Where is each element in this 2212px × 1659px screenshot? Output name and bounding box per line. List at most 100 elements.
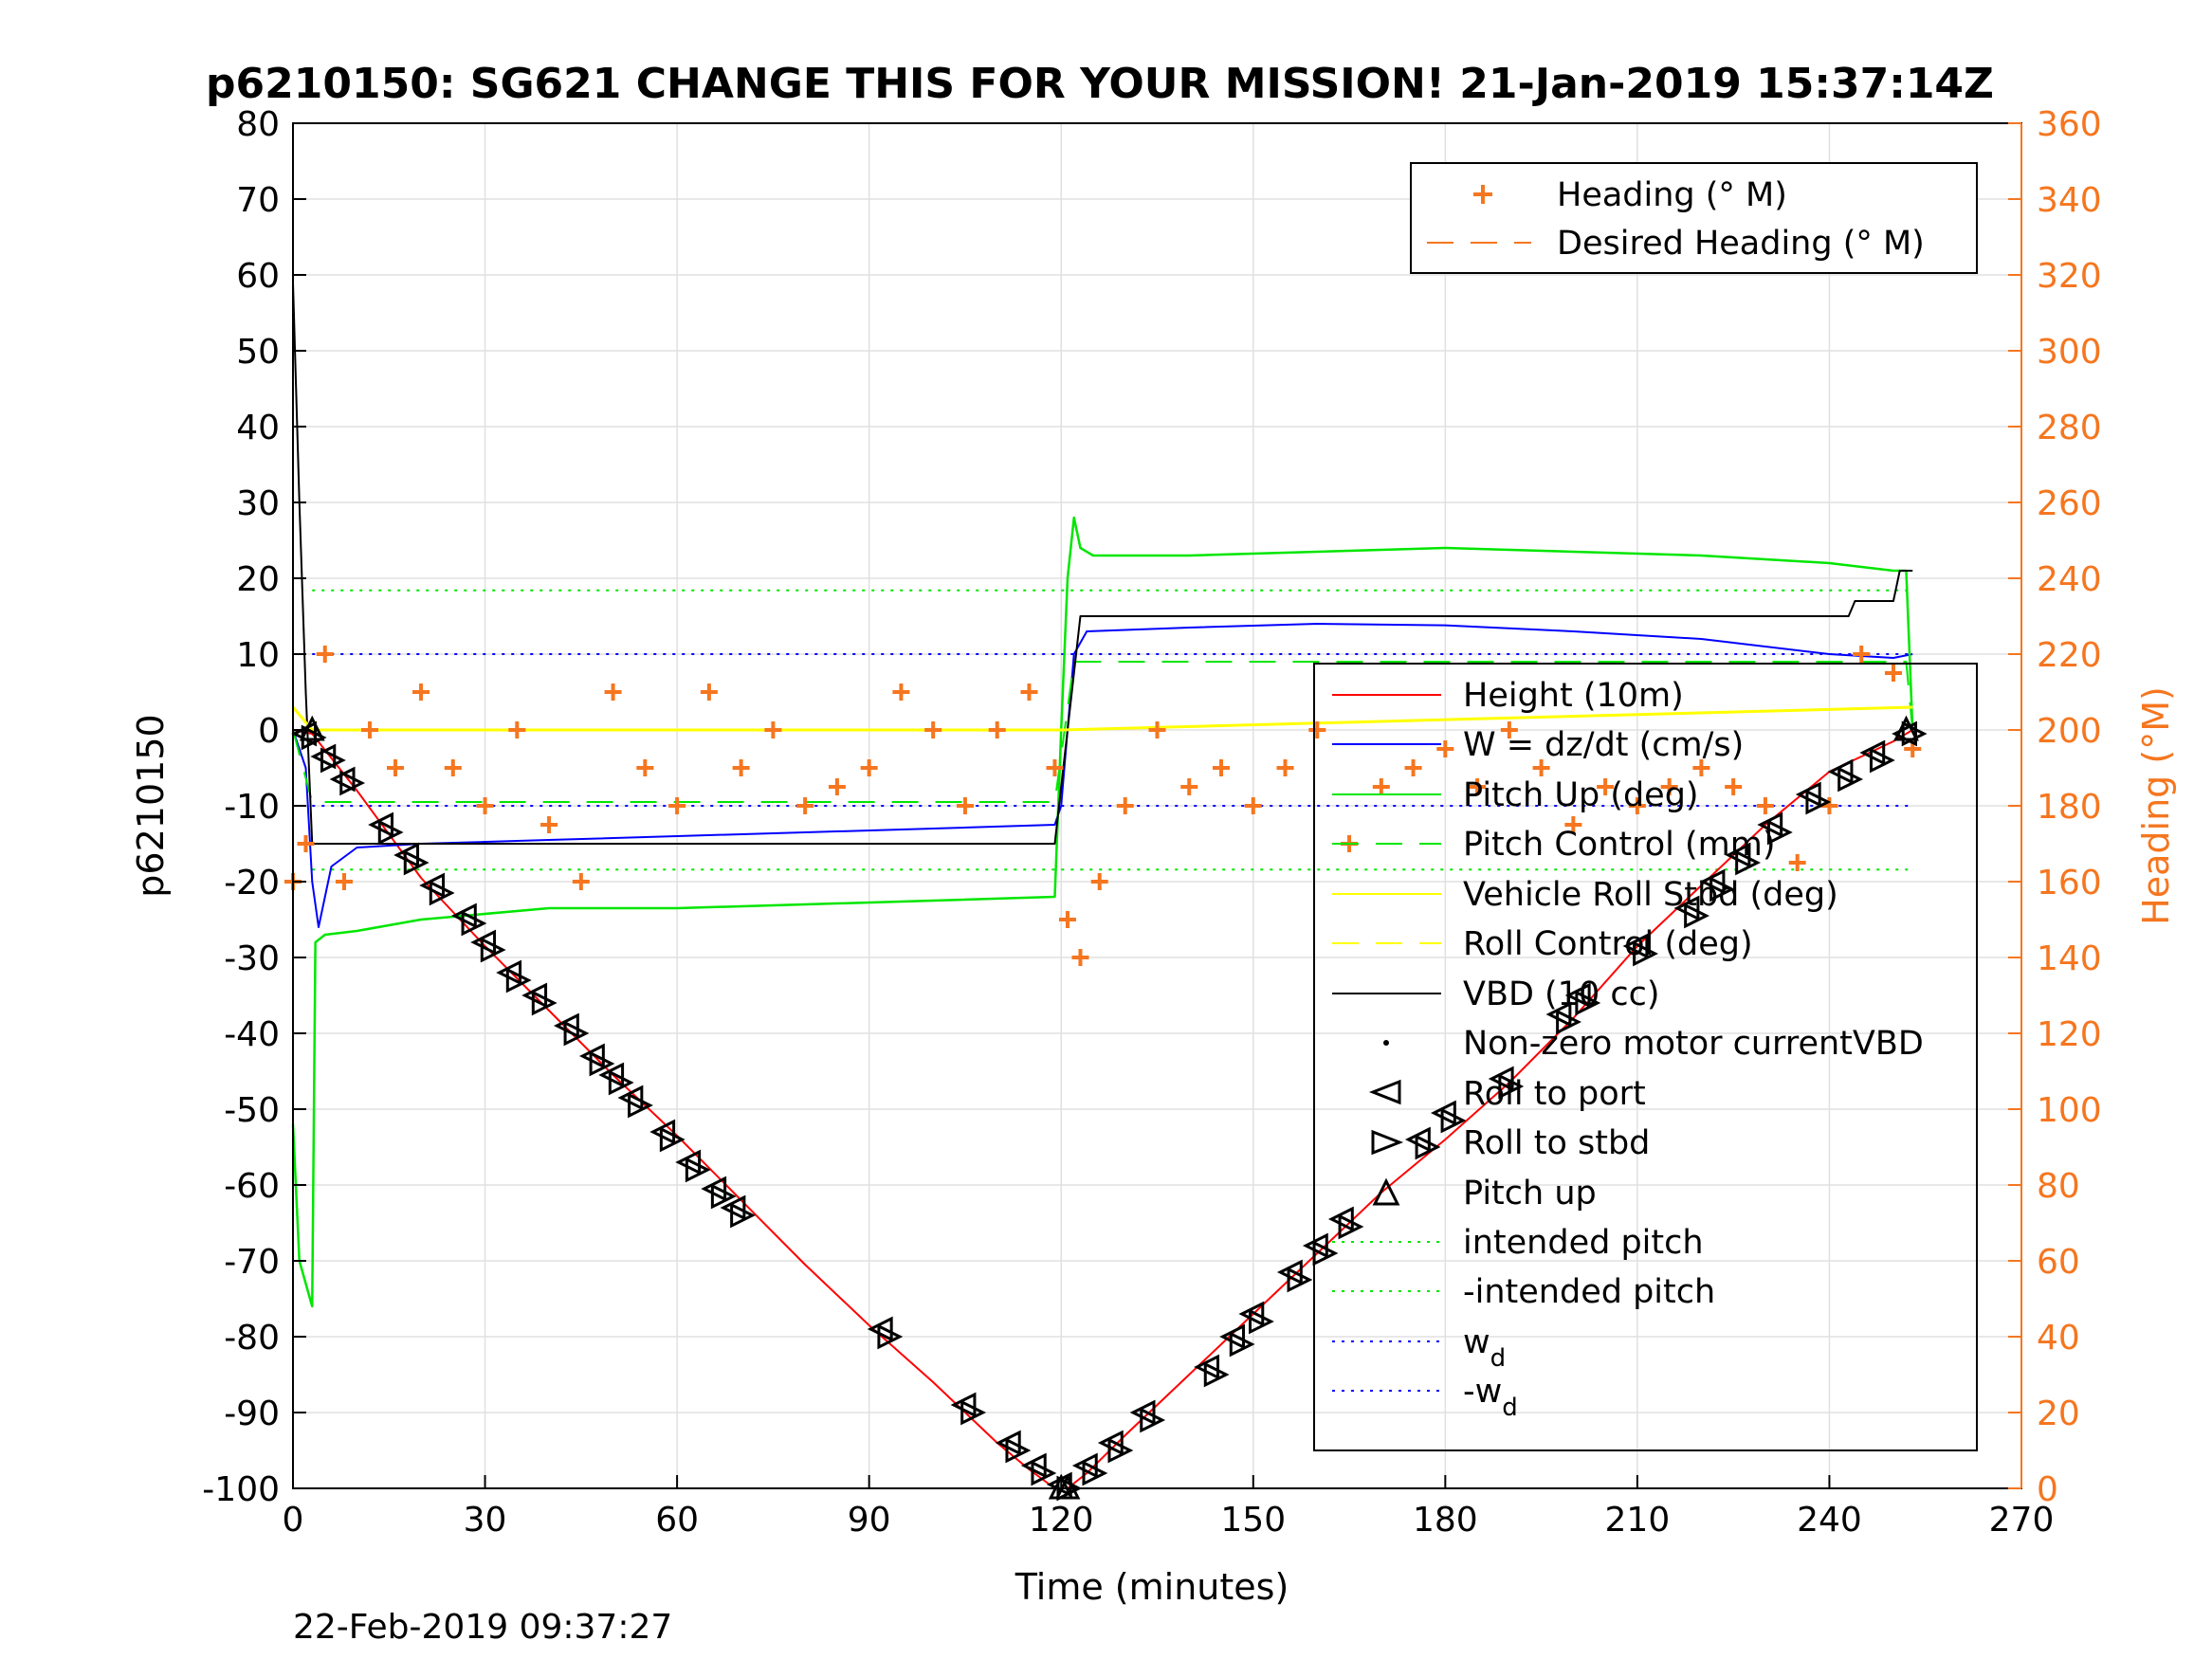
y2-tick-label-18: 0 xyxy=(2037,1470,2058,1509)
heading-point-25 xyxy=(1020,684,1038,701)
heading-point-38 xyxy=(1372,778,1390,795)
marker-roll-port-25 xyxy=(1129,1399,1156,1426)
heading-point-24 xyxy=(988,721,1006,738)
heading-point-21 xyxy=(892,684,910,701)
marker-roll-stbd-11 xyxy=(589,1050,615,1077)
y-tick-label-7: 10 xyxy=(236,636,280,675)
heading-point-53 xyxy=(1853,646,1871,663)
marker-roll-port-44 xyxy=(1859,739,1886,766)
heading-point-4 xyxy=(361,721,379,738)
marker-roll-stbd-29 xyxy=(1287,1267,1313,1293)
marker-roll-stbd-10 xyxy=(563,1020,590,1047)
marker-roll-stbd-7 xyxy=(480,937,506,963)
y2-tick-label-14: 80 xyxy=(2037,1167,2080,1206)
x-tick-label-2: 60 xyxy=(655,1501,699,1540)
legend-heading-sample-0 xyxy=(1473,185,1492,204)
legend-heading-entry-1: Desired Heading (° M) xyxy=(1557,225,1925,263)
marker-roll-port-40 xyxy=(1725,842,1751,868)
marker-roll-stbd-14 xyxy=(659,1126,686,1153)
y-tick-label-17: -90 xyxy=(224,1395,280,1433)
marker-roll-stbd-26 xyxy=(1203,1361,1230,1388)
heading-point-15 xyxy=(700,684,718,701)
heading-point-34 xyxy=(1244,797,1262,814)
heading-point-50 xyxy=(1756,797,1774,814)
y-tick-label-3: 50 xyxy=(236,333,280,372)
y-tick-label-13: -50 xyxy=(224,1091,280,1130)
heading-point-10 xyxy=(540,816,558,833)
marker-roll-port-15 xyxy=(675,1149,702,1176)
heading-point-1 xyxy=(297,835,315,852)
y-tick-label-10: -20 xyxy=(224,864,280,902)
heading-point-47 xyxy=(1660,778,1678,795)
marker-roll-port-18 xyxy=(867,1316,893,1342)
marker-pitch-up-3 xyxy=(1893,715,1919,741)
heading-point-20 xyxy=(860,759,878,776)
legend-entry-roll-port: Roll to port xyxy=(1463,1075,1646,1113)
y-tick-label-6: 20 xyxy=(236,560,280,599)
series-line-4 xyxy=(292,282,1913,845)
y-tick-label-2: 60 xyxy=(236,257,280,296)
y-tick-label-1: 70 xyxy=(236,181,280,220)
marker-roll-port-20 xyxy=(995,1430,1021,1456)
y2-tick-label-4: 280 xyxy=(2037,409,2102,447)
y-tick-label-5: 30 xyxy=(236,484,280,523)
marker-roll-port-26 xyxy=(1194,1354,1220,1380)
y-tick-label-9: -10 xyxy=(224,788,280,827)
y-axis-ticks: 80 70 60 50 40 30 20 10 0 -10 -20 -30 -40 -50 -60 -70 -8… xyxy=(202,105,306,1509)
heading-point-2 xyxy=(316,646,334,663)
marker-roll-stbd-31 xyxy=(1338,1213,1364,1240)
heading-point-26 xyxy=(1046,759,1064,776)
heading-point-36 xyxy=(1308,721,1326,738)
heading-point-16 xyxy=(732,759,750,776)
marker-roll-stbd-25 xyxy=(1140,1407,1166,1433)
marker-roll-stbd-3 xyxy=(377,819,404,846)
marker-roll-stbd-17 xyxy=(730,1202,756,1229)
y-tick-label-18: -100 xyxy=(202,1470,280,1509)
heading-point-28 xyxy=(1071,949,1089,966)
heading-point-44 xyxy=(1564,816,1582,833)
heading-point-33 xyxy=(1213,759,1231,776)
marker-roll-stbd-34 xyxy=(1498,1073,1525,1100)
legend-entry-roll-stbd: Roll to stbd xyxy=(1463,1124,1650,1162)
heading-point-7 xyxy=(444,759,462,776)
legend-entry-wd-subscript: d xyxy=(1490,1344,1507,1373)
heading-point-35 xyxy=(1276,759,1294,776)
marker-roll-port-35 xyxy=(1545,1001,1572,1028)
marker-roll-port-43 xyxy=(1827,758,1854,785)
heading-point-32 xyxy=(1180,778,1198,795)
series-line-2 xyxy=(291,516,1914,1308)
heading-point-41 xyxy=(1469,778,1487,795)
marker-pitch-up-0 xyxy=(299,715,325,741)
legend-entry-pitch-marker: Pitch up xyxy=(1463,1175,1597,1212)
marker-roll-port-3 xyxy=(368,811,394,838)
marker-roll-port-17 xyxy=(720,1194,746,1221)
legend-entry-neg-wd-subscript: d xyxy=(1502,1394,1518,1422)
y-tick-label-4: 40 xyxy=(236,409,280,447)
heading-point-54 xyxy=(1884,665,1902,682)
legend-entry-wd-main: w xyxy=(1463,1323,1490,1361)
marker-roll-port-7 xyxy=(470,929,497,956)
y2-tick-label-7: 220 xyxy=(2037,636,2102,675)
series-heading xyxy=(284,646,1922,966)
heading-point-8 xyxy=(476,797,494,814)
marker-roll-stbd-8 xyxy=(505,967,532,994)
y2-tick-label-3: 300 xyxy=(2037,333,2102,372)
marker-roll-stbd-23 xyxy=(1082,1460,1108,1486)
marker-roll-port-14 xyxy=(649,1119,676,1145)
legend-sample-pitch-marker xyxy=(1372,1177,1400,1206)
heading-point-3 xyxy=(336,873,354,890)
marker-roll-port-21 xyxy=(1020,1452,1047,1479)
marker-roll-stbd-40 xyxy=(1735,849,1762,876)
y2-tick-label-8: 200 xyxy=(2037,712,2102,751)
y2-tick-label-15: 60 xyxy=(2037,1243,2080,1282)
chart-title: p6210150: SG621 CHANGE THIS FOR YOUR MIS… xyxy=(206,60,1994,108)
heading-point-39 xyxy=(1404,759,1422,776)
marker-roll-port-36 xyxy=(1564,982,1591,1009)
marker-roll-stbd-5 xyxy=(429,880,455,906)
heading-point-23 xyxy=(956,797,974,814)
heading-point-48 xyxy=(1692,759,1710,776)
y-axis-label: p6210150 xyxy=(130,714,172,897)
legend-entry-height: Height (10m) xyxy=(1463,677,1684,715)
legend-entry-w: W = dz/dt (cm/s) xyxy=(1463,726,1744,764)
